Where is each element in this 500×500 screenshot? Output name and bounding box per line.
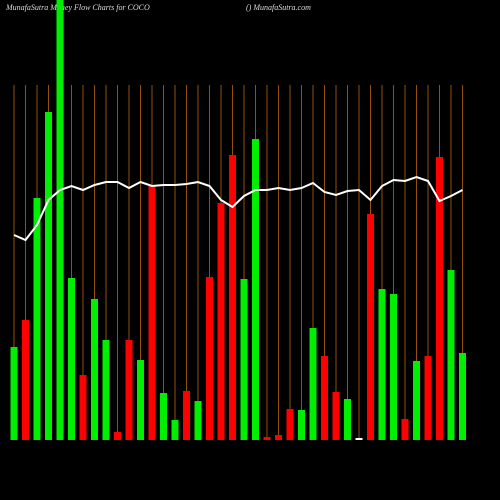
bar bbox=[45, 112, 52, 440]
bar bbox=[413, 361, 420, 440]
bar bbox=[447, 270, 455, 440]
bar bbox=[344, 399, 351, 440]
bar bbox=[367, 214, 374, 440]
bar bbox=[206, 277, 213, 440]
bar bbox=[114, 432, 121, 440]
bar bbox=[390, 294, 397, 440]
bar bbox=[240, 279, 248, 440]
average-line bbox=[13, 175, 463, 242]
bar bbox=[102, 340, 110, 440]
bar bbox=[148, 185, 156, 440]
chart-subtitle: () MunafaSutra.com bbox=[246, 3, 311, 12]
bar bbox=[194, 401, 202, 440]
bar bbox=[424, 356, 432, 440]
bar bbox=[79, 375, 87, 440]
bar bbox=[229, 155, 236, 440]
bar bbox=[68, 278, 75, 440]
bar bbox=[252, 139, 259, 440]
bar bbox=[459, 353, 466, 440]
bar bbox=[275, 435, 282, 440]
bar bbox=[263, 437, 271, 440]
bar bbox=[56, 0, 64, 440]
bar bbox=[22, 320, 29, 440]
bar bbox=[125, 340, 133, 440]
bar bbox=[91, 299, 98, 440]
bar bbox=[378, 289, 386, 440]
bar bbox=[436, 157, 443, 440]
bar bbox=[160, 393, 167, 440]
bar bbox=[286, 409, 294, 440]
bar bbox=[217, 203, 225, 440]
bar bbox=[401, 419, 409, 440]
chart-title: MunafaSutra Money Flow Charts for COCO bbox=[5, 3, 150, 12]
bar bbox=[355, 438, 363, 440]
bar bbox=[298, 410, 305, 440]
bar bbox=[171, 420, 179, 440]
bar bbox=[137, 360, 144, 440]
bar bbox=[321, 356, 328, 440]
bar bbox=[332, 392, 340, 440]
bar bbox=[183, 391, 190, 440]
bar bbox=[309, 328, 317, 440]
bar bbox=[33, 198, 41, 440]
bar bbox=[10, 347, 18, 440]
